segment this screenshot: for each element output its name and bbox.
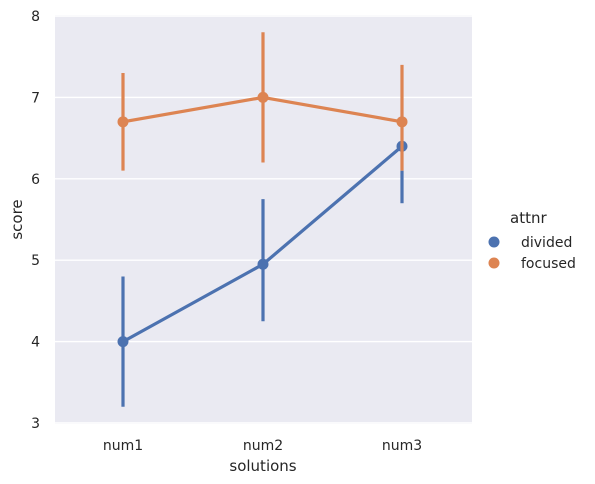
x-tick-label: num1 bbox=[103, 438, 143, 454]
y-tick-label: 3 bbox=[31, 416, 40, 432]
x-tick-label: num3 bbox=[382, 438, 422, 454]
legend-marker-divided bbox=[488, 236, 500, 248]
y-tick-label: 6 bbox=[31, 172, 40, 188]
series bbox=[117, 32, 408, 407]
legend-items: divided focused bbox=[488, 235, 576, 272]
y-tick-label: 8 bbox=[31, 9, 40, 25]
legend-title: attnr bbox=[510, 209, 547, 227]
legend: attnr divided focused bbox=[488, 209, 576, 272]
y-tick-label: 4 bbox=[31, 335, 40, 351]
data-point bbox=[117, 336, 129, 348]
x-tick-labels: num1 num2 num3 bbox=[103, 438, 422, 454]
y-tick-label: 7 bbox=[31, 90, 40, 106]
legend-label-divided: divided bbox=[521, 235, 572, 251]
data-point bbox=[396, 116, 408, 128]
series-divided bbox=[117, 140, 408, 407]
series-focused bbox=[117, 32, 408, 171]
x-axis-title: solutions bbox=[229, 457, 296, 475]
legend-label-focused: focused bbox=[521, 256, 576, 272]
data-point bbox=[257, 258, 269, 270]
y-axis-title: score bbox=[8, 199, 26, 239]
data-point bbox=[257, 91, 269, 103]
y-tick-labels: 3 4 5 6 7 8 bbox=[31, 9, 40, 432]
x-tick-label: num2 bbox=[243, 438, 283, 454]
data-point bbox=[117, 116, 129, 128]
legend-marker-focused bbox=[488, 257, 500, 269]
y-tick-label: 5 bbox=[31, 253, 40, 269]
